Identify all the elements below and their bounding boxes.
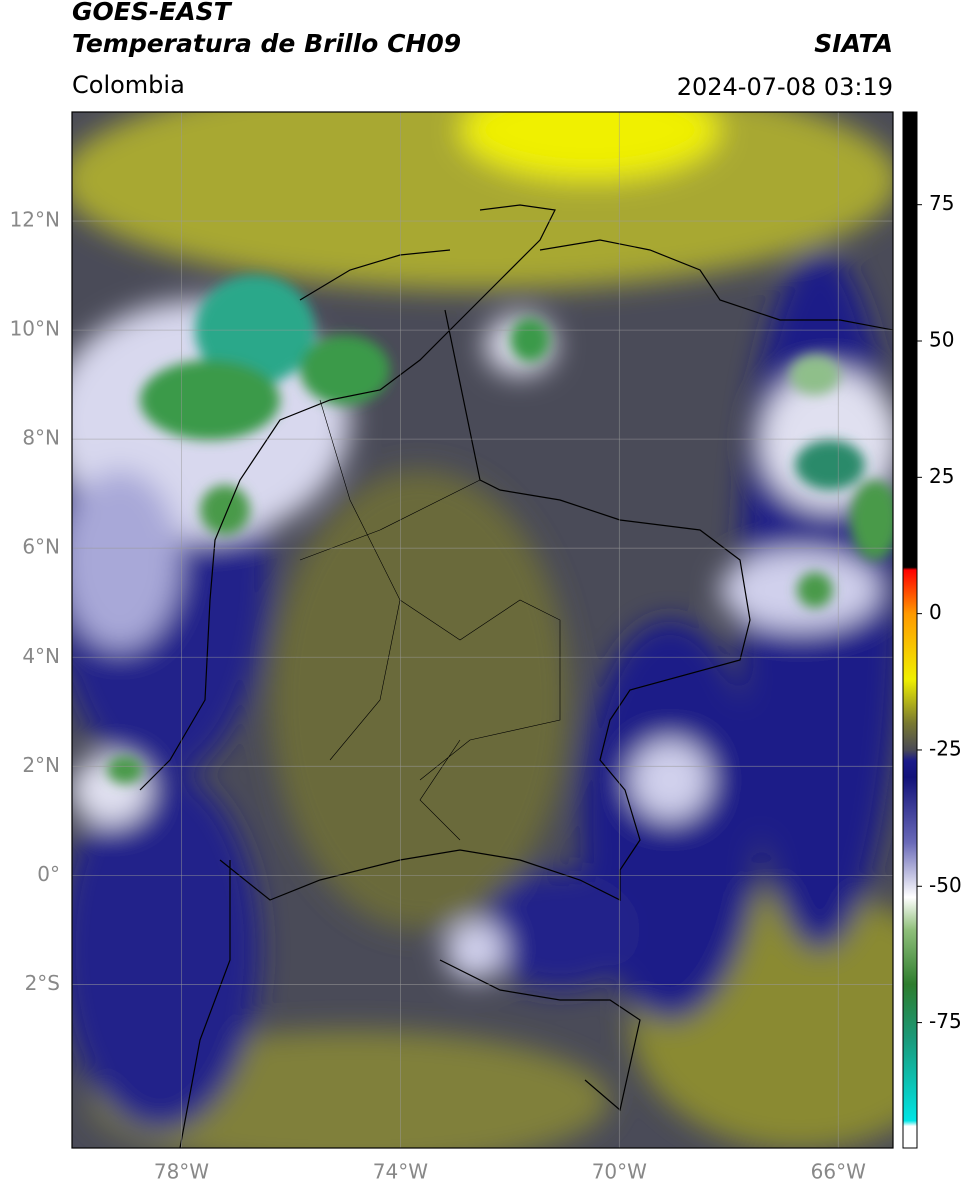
region: Colombia — [72, 71, 185, 99]
y-tick-label: 2°S — [25, 971, 60, 995]
colorbar-tick-label: -75 — [929, 1009, 962, 1033]
x-tick-label: 74°W — [373, 1160, 428, 1184]
colorbar — [902, 111, 918, 1149]
grid — [72, 112, 893, 1148]
title: GOES-EAST — [72, 0, 233, 26]
x-tick-label: 66°W — [811, 1160, 866, 1184]
ticks: 78°W 74°W 70°W 66°W 12°N 10°N 8°N 6°N 4°N 2°N 0° 2°… — [10, 191, 962, 1183]
y-tick-label: 10°N — [10, 317, 60, 341]
y-tick-label: 0° — [37, 862, 60, 886]
y-tick-label: 12°N — [10, 208, 60, 232]
colorbar-tick-label: 25 — [929, 464, 954, 488]
y-tick-label: 4°N — [22, 644, 60, 668]
y-tick-label: 8°N — [22, 426, 60, 450]
subtitle: Temperatura de Brillo CH09 — [72, 29, 461, 58]
datetime: 2024-07-08 03:19 — [677, 73, 893, 101]
colorbar-tick-label: 75 — [929, 191, 954, 215]
borders — [139, 204, 893, 1148]
y-tick-label: 6°N — [22, 535, 60, 559]
satellite-image — [72, 112, 893, 1148]
y-tick-label: 2°N — [22, 753, 60, 777]
x-tick-label: 70°W — [592, 1160, 647, 1184]
x-tick-label: 78°W — [154, 1160, 209, 1184]
source: SIATA — [814, 29, 893, 58]
colorbar-tick-label: -50 — [929, 873, 962, 897]
colorbar-tick-label: 0 — [929, 600, 942, 624]
colorbar-tick-label: 50 — [929, 328, 954, 352]
map-frame — [71, 111, 894, 1149]
colorbar-tick-label: -25 — [929, 736, 962, 760]
